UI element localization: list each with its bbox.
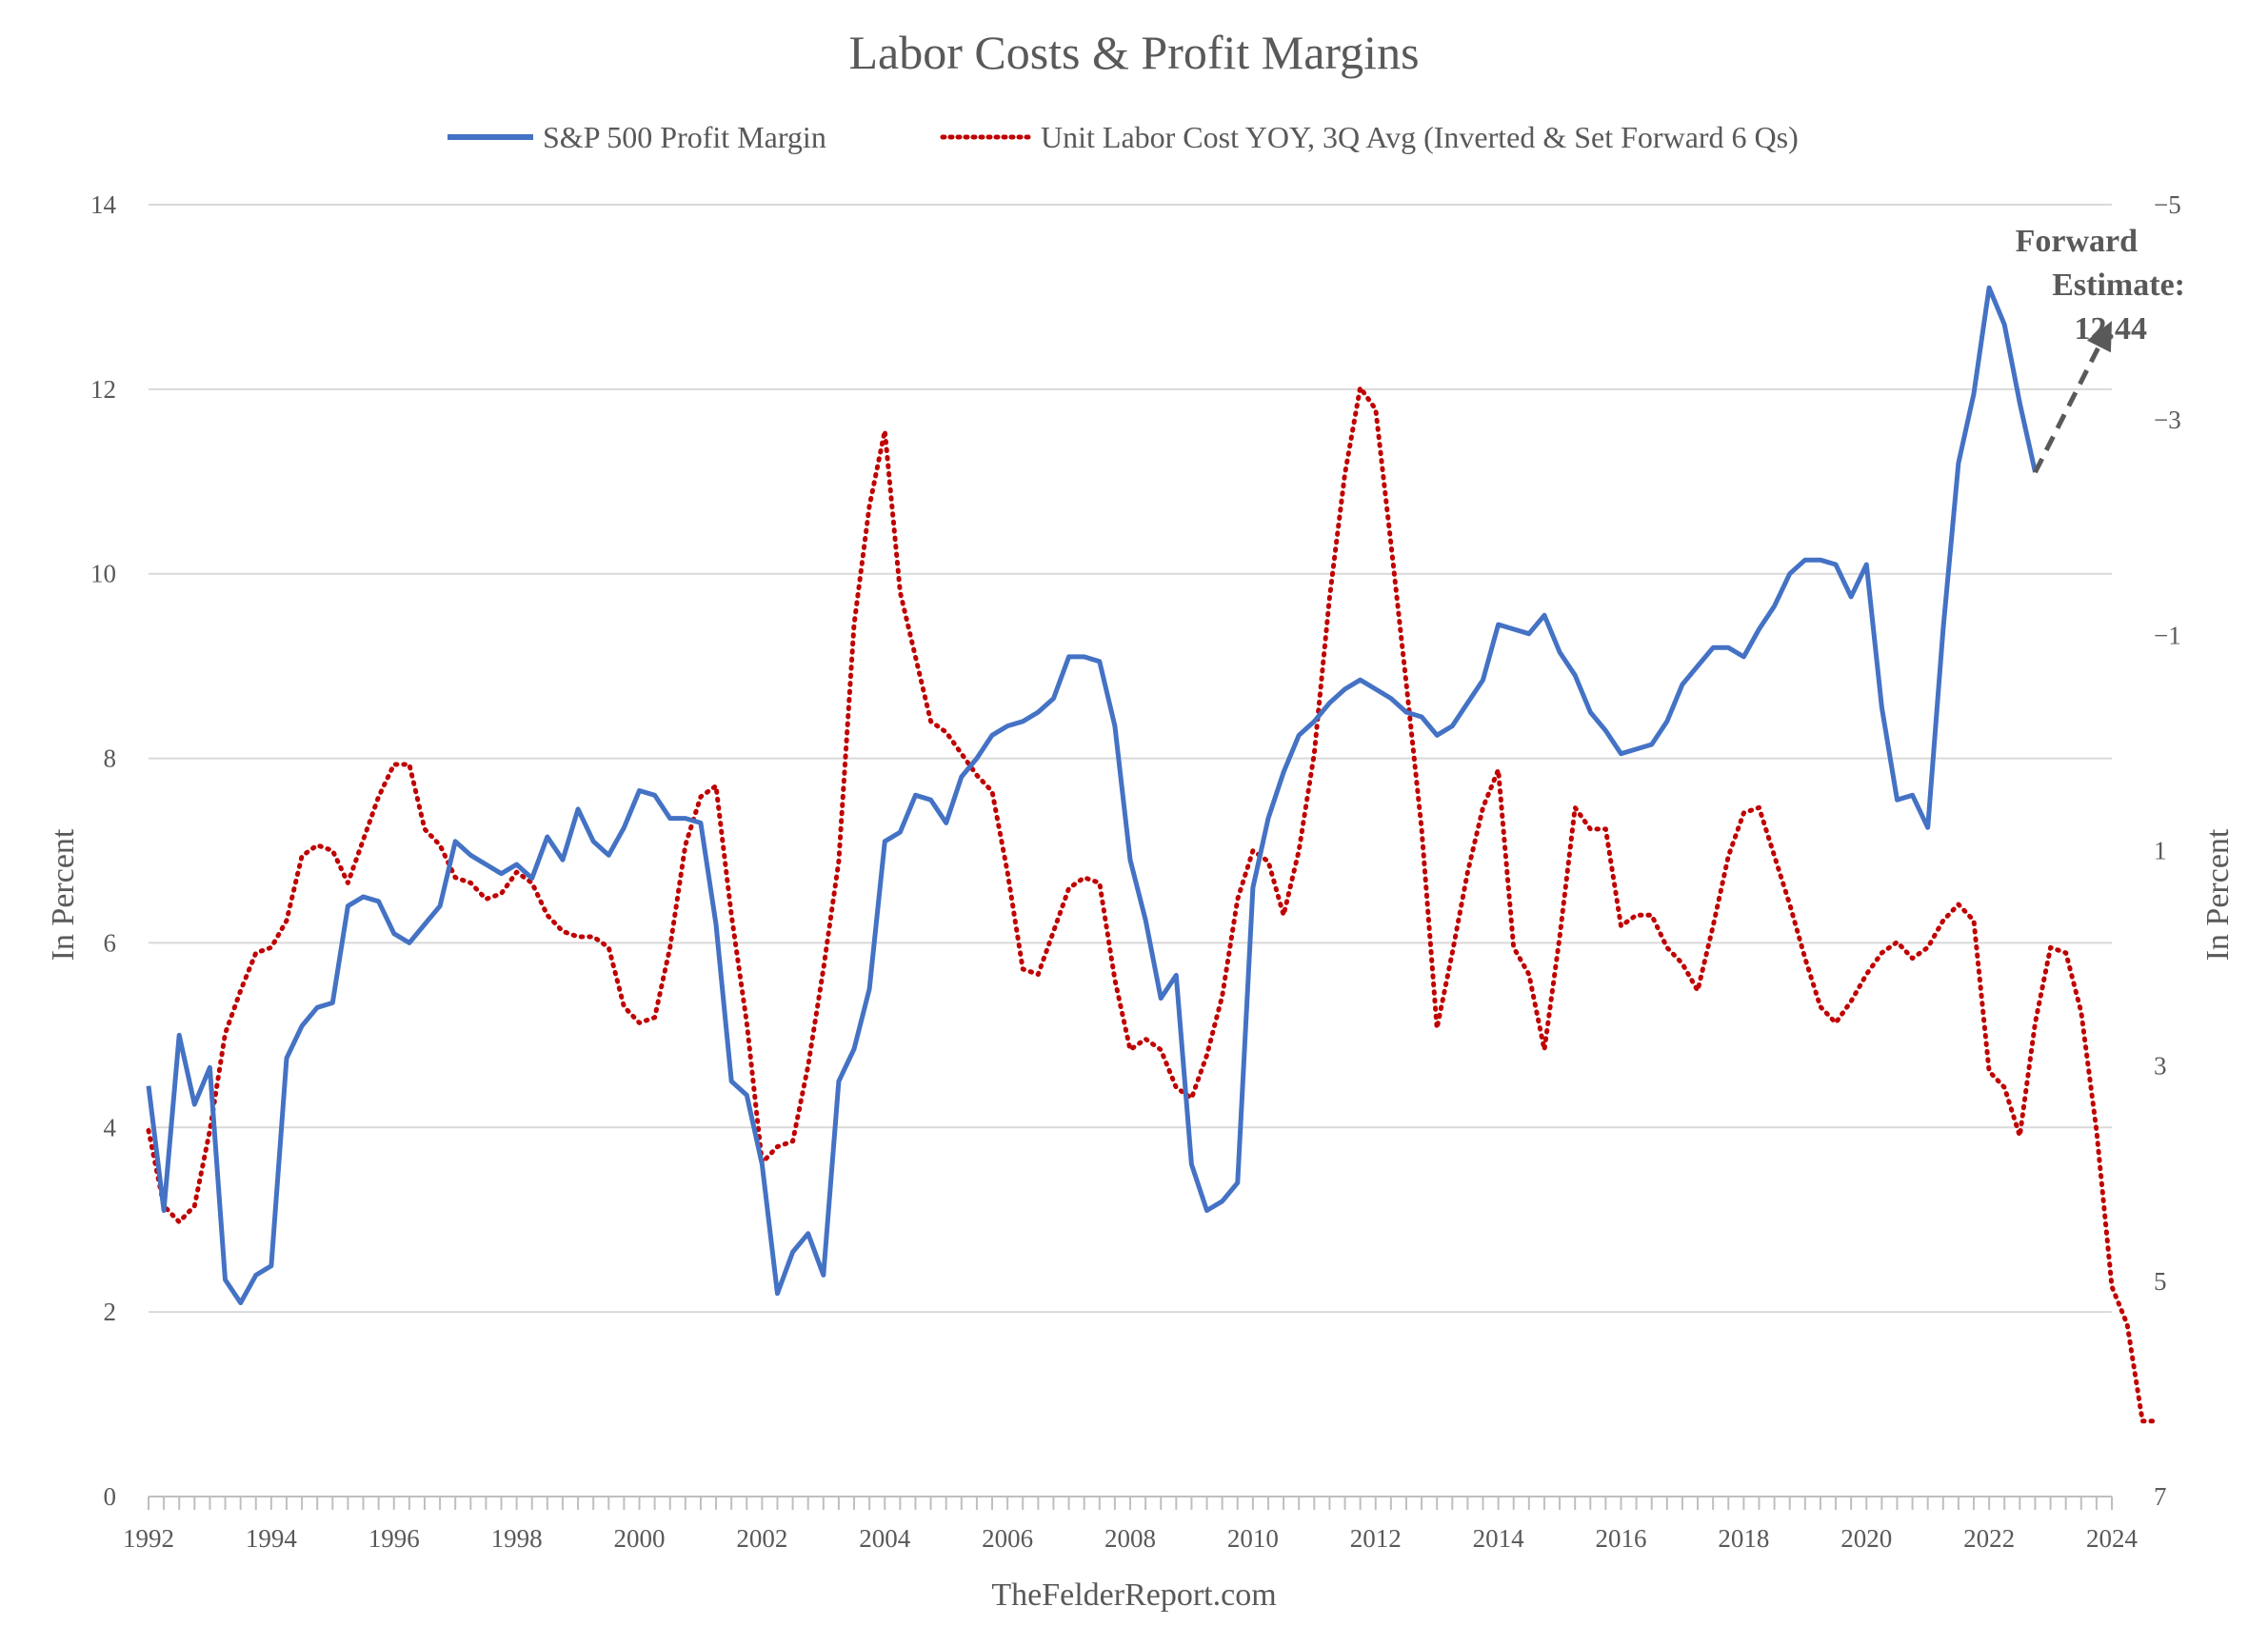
right-tick-label: 7 [2154, 1482, 2167, 1511]
right-tick-label: −1 [2154, 621, 2181, 649]
x-tick-label: 1998 [491, 1524, 543, 1553]
gridlines [149, 204, 2112, 1314]
x-tick-label: 2012 [1350, 1524, 1402, 1553]
right-tick-label: 5 [2154, 1267, 2167, 1296]
x-tick-label: 1994 [246, 1524, 298, 1553]
left-tick-label: 6 [104, 928, 117, 957]
left-tick-label: 8 [104, 744, 117, 773]
left-tick-label: 2 [104, 1298, 117, 1326]
x-tick-label: 2022 [1963, 1524, 2015, 1553]
annotation-line-2: Estimate: [2052, 268, 2185, 303]
x-tick-label: 2016 [1596, 1524, 1647, 1553]
right-tick-label: −5 [2154, 190, 2181, 219]
forward-estimate-arrowhead [2086, 321, 2112, 353]
x-tick-label: 2010 [1227, 1524, 1279, 1553]
right-axis-ticks: −5 −3 −1 1 3 5 7 [2154, 190, 2181, 1511]
left-tick-label: 12 [90, 375, 116, 404]
right-tick-label: 1 [2154, 837, 2167, 865]
x-tick-label: 1992 [123, 1524, 174, 1553]
series-line-profit-margin [146, 285, 2038, 1305]
annotation-line-3: 12.44 [2075, 311, 2148, 347]
forward-estimate-arrow [2033, 345, 2101, 474]
left-axis-title: In Percent [46, 828, 81, 961]
x-tick-label: 1996 [368, 1524, 420, 1553]
x-tick-label: 2020 [1840, 1524, 1892, 1553]
left-tick-label: 0 [104, 1482, 117, 1511]
legend-label-unit-labor-cost: Unit Labor Cost YOY, 3Q Avg (Inverted & … [1041, 120, 1799, 154]
right-axis-title: In Percent [2200, 828, 2236, 961]
x-tick-label: 2004 [859, 1524, 911, 1553]
source-credit: TheFelderReport.com [991, 1577, 1276, 1613]
x-tick-label: 2014 [1473, 1524, 1525, 1553]
legend-label-profit-margin: S&P 500 Profit Margin [543, 120, 826, 154]
chart-title: Labor Costs & Profit Margins [848, 26, 1419, 79]
left-tick-label: 14 [90, 190, 117, 219]
series-line-unit-labor-cost [146, 385, 2160, 1424]
x-tick-label: 2008 [1104, 1524, 1156, 1553]
right-tick-label: −3 [2154, 406, 2181, 434]
x-axis: 1992 1994 1996 1998 2000 2002 2004 2006 2008 2010… [123, 1496, 2139, 1553]
x-tick-label: 2018 [1718, 1524, 1769, 1553]
x-tick-label: 2006 [982, 1524, 1033, 1553]
annotation-line-1: Forward [2016, 224, 2139, 259]
right-tick-label: 3 [2154, 1052, 2167, 1081]
x-tick-label: 2024 [2086, 1524, 2139, 1553]
left-axis-ticks: 0 2 4 6 8 10 12 14 [90, 190, 117, 1511]
x-tick-label: 2002 [736, 1524, 787, 1553]
forward-estimate-annotation: Forward Estimate: 12.44 [2016, 224, 2185, 474]
left-tick-label: 10 [90, 560, 116, 588]
left-tick-label: 4 [104, 1113, 117, 1141]
legend: S&P 500 Profit Margin Unit Labor Cost YO… [448, 120, 1799, 154]
x-tick-label: 2000 [614, 1524, 666, 1553]
